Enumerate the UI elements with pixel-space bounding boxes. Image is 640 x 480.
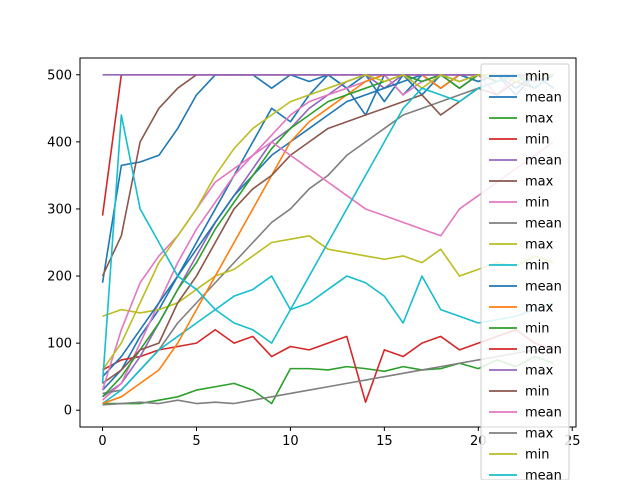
legend-label: min [525,385,550,400]
legend-label: max [525,301,554,316]
legend-label: min [525,322,550,337]
legend-label: max [525,238,554,253]
y-tick-label: 300 [47,202,72,217]
legend-label: max [525,427,554,442]
legend-label: mean [525,91,562,106]
x-tick-label: 15 [376,434,393,449]
legend-label: min [525,259,550,274]
legend-label: max [525,364,554,379]
legend-box [480,63,570,480]
x-tick-label: 0 [98,434,106,449]
legend-label: min [525,196,550,211]
legend-label: mean [525,154,562,169]
legend-label: mean [525,343,562,358]
series-line-20 [101,73,554,384]
series-line-10 [102,275,554,405]
x-tick-label: 5 [192,434,200,449]
legend-label: max [525,175,554,190]
legend: min mean max min mean max min mean max min mean max… [480,63,570,480]
series-line-18 [102,345,554,406]
y-tick-label: 200 [47,270,72,285]
legend-label: mean [525,217,562,232]
x-tick-label: 10 [282,434,299,449]
plot-frame [79,57,577,428]
y-axis: 0 100 200 300 400 500 [47,68,80,419]
y-tick-label: 0 [64,404,72,419]
series-layer [101,73,554,406]
series-line-3 [102,355,554,405]
legend-label: max [525,112,554,127]
y-tick-label: 100 [47,337,72,352]
legend-label: min [525,133,550,148]
y-tick-label: 400 [47,135,72,150]
series-line-19 [101,73,554,371]
legend-label: mean [525,280,562,295]
legend-label: min [525,448,550,463]
series-line-4 [102,328,554,403]
legend-label: min [525,70,550,85]
y-tick-label: 500 [47,68,72,83]
legend-label: mean [525,406,562,421]
legend-label: mean [525,469,562,480]
